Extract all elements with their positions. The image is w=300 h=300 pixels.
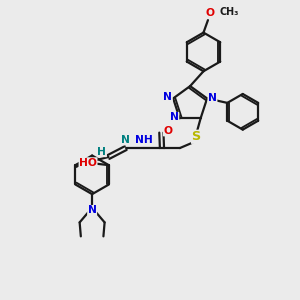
Text: N: N — [208, 92, 217, 103]
Text: N: N — [88, 206, 97, 215]
Text: H: H — [98, 147, 106, 157]
Text: N: N — [170, 112, 179, 122]
Text: S: S — [192, 130, 201, 143]
Text: CH₃: CH₃ — [220, 8, 239, 17]
Text: NH: NH — [135, 135, 152, 145]
Text: HO: HO — [79, 158, 97, 168]
Text: O: O — [164, 126, 172, 136]
Text: O: O — [206, 8, 214, 18]
Text: N: N — [121, 135, 130, 145]
Text: N: N — [164, 92, 172, 102]
